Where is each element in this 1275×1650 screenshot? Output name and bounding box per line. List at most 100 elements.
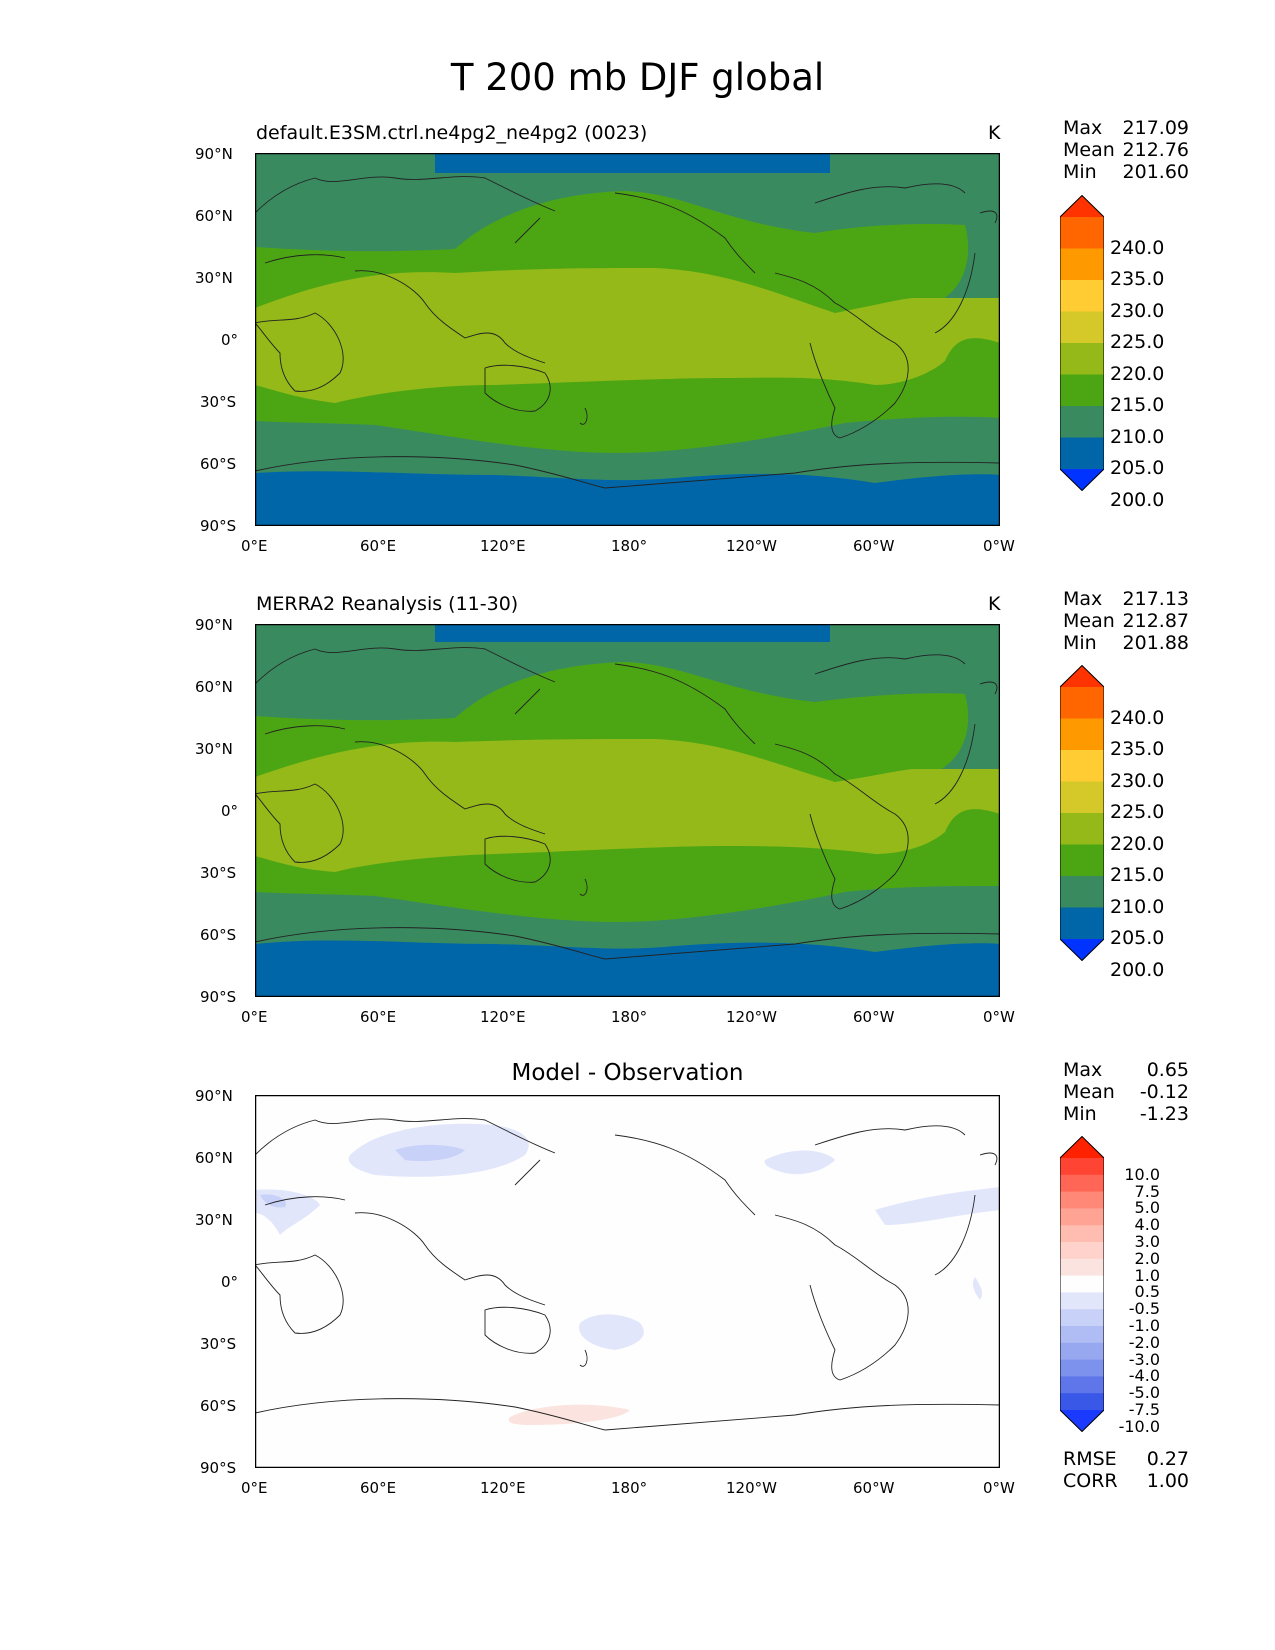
colorbar-extend-top (1060, 1136, 1104, 1158)
colorbar-test (1059, 194, 1105, 495)
colorbar-tick-label: 230.0 (1110, 769, 1165, 792)
colorbar-tick-label: 1.0 (1134, 1265, 1160, 1285)
colorbar-tick-label: 4.0 (1134, 1215, 1160, 1235)
colorbar-segment (1060, 217, 1104, 249)
panel-title-test: default.E3SM.ctrl.ne4pg2_ne4pg2 (0023) (256, 122, 648, 144)
lon-tick: 0°E (241, 1008, 268, 1026)
panel-unit-test: K (988, 122, 1001, 144)
colorbar-segment (1060, 1342, 1104, 1361)
stat-max: Max 0.65 (1063, 1059, 1189, 1081)
colorbar-segment (1060, 1275, 1104, 1293)
lat-tick: 60°N (195, 1149, 233, 1167)
lon-tick: 120°E (480, 1008, 526, 1026)
lat-tick: 0° (221, 331, 239, 349)
lat-tick: 90°S (200, 517, 237, 535)
colorbar-segment (1060, 311, 1104, 344)
lon-tick: 60°W (853, 537, 895, 555)
colorbar-tick-label: -0.5 (1128, 1299, 1160, 1319)
colorbar-segment (1060, 718, 1104, 751)
colorbar-segment (1060, 343, 1104, 375)
stat-rmse: RMSE 0.27 (1063, 1448, 1189, 1470)
map-diff (255, 1095, 1000, 1468)
lat-tick: 30°N (195, 269, 233, 287)
colorbar-tick-label: 235.0 (1110, 268, 1165, 290)
lon-tick: 0°E (241, 1479, 268, 1497)
lon-tick: 60°W (853, 1008, 895, 1026)
colorbar-segment (1060, 280, 1104, 312)
stat-corr: CORR 1.00 (1063, 1470, 1189, 1492)
colorbar-segment (1060, 1292, 1104, 1310)
colorbar-tick-label: -4.0 (1128, 1366, 1160, 1386)
lat-tick: 60°N (195, 207, 233, 225)
stat-mean: Mean 212.87 (1063, 610, 1189, 632)
colorbar-tick-label: 7.5 (1134, 1181, 1160, 1201)
colorbar-segment (1060, 876, 1104, 908)
colorbar-extend-bottom (1060, 469, 1104, 491)
colorbar-diff (1059, 1135, 1105, 1436)
colorbar-segment (1060, 1359, 1104, 1377)
colorbar-tick-label: 240.0 (1110, 236, 1165, 259)
colorbar-tick-label: -1.0 (1128, 1316, 1160, 1335)
lon-tick: 120°W (726, 1008, 777, 1026)
lat-tick: 0° (221, 802, 239, 820)
colorbar-segment (1060, 813, 1104, 845)
colorbar-segment (1060, 248, 1104, 281)
lat-tick: 30°N (195, 740, 233, 758)
map-test (255, 153, 1000, 526)
colorbar-tick-label: 200.0 (1110, 488, 1165, 511)
lat-tick: 0° (221, 1273, 239, 1291)
lat-tick: 60°S (200, 926, 237, 944)
colorbar-segment (1060, 907, 1104, 940)
colorbar-tick-label: -5.0 (1128, 1383, 1160, 1403)
map-ref (255, 624, 1000, 997)
colorbar-segment (1060, 781, 1104, 814)
colorbar-tick-label: 210.0 (1110, 895, 1165, 918)
colorbar-tick-label: 205.0 (1110, 457, 1165, 479)
colorbar-extend-top (1060, 665, 1104, 687)
lon-tick: 180° (611, 1008, 648, 1026)
colorbar-segment (1060, 1309, 1104, 1327)
colorbar-segment (1060, 1393, 1104, 1411)
stat-min: Min -1.23 (1063, 1103, 1189, 1125)
colorbar-extend-bottom (1060, 1410, 1104, 1432)
colorbar-tick-label: 220.0 (1110, 362, 1165, 385)
stat-mean: Mean 212.76 (1063, 139, 1189, 161)
lat-tick: 90°S (200, 1459, 237, 1477)
lon-tick: 60°E (360, 1008, 397, 1026)
colorbar-tick-label: -3.0 (1128, 1349, 1160, 1369)
lon-tick: 60°E (360, 537, 397, 555)
lon-tick: 180° (611, 537, 648, 555)
colorbar-tick-label: -10.0 (1118, 1416, 1160, 1436)
stat-min: Min 201.88 (1063, 632, 1189, 654)
colorbar-segment (1060, 437, 1104, 470)
panel-title-ref: MERRA2 Reanalysis (11-30) (256, 593, 519, 615)
colorbar-extend-bottom (1060, 939, 1104, 961)
colorbar-segment (1060, 1174, 1104, 1193)
colorbar-segment (1060, 750, 1104, 782)
colorbar-segment (1060, 374, 1104, 407)
lon-tick: 120°W (726, 537, 777, 555)
colorbar-segment (1060, 687, 1104, 719)
colorbar-tick-label: 2.0 (1134, 1248, 1160, 1268)
colorbar-tick-label: 0.5 (1134, 1282, 1160, 1302)
lon-tick: 180° (611, 1479, 648, 1497)
colorbar-tick-label: -2.0 (1128, 1332, 1160, 1352)
colorbar-tick-label: -7.5 (1128, 1400, 1160, 1419)
lon-tick: 120°E (480, 1479, 526, 1497)
lon-tick: 120°E (480, 537, 526, 555)
colorbar-tick-label: 5.0 (1134, 1198, 1160, 1218)
lon-tick: 0°W (983, 1479, 1015, 1497)
stat-max: Max 217.09 (1063, 117, 1189, 139)
lon-tick: 120°W (726, 1479, 777, 1497)
stat-max: Max 217.13 (1063, 588, 1189, 610)
colorbar-segment (1060, 1376, 1104, 1394)
colorbar-tick-label: 200.0 (1110, 958, 1165, 981)
colorbar-tick-label: 10.0 (1124, 1164, 1160, 1184)
colorbar-segment (1060, 1225, 1104, 1243)
lat-tick: 30°S (200, 864, 237, 882)
lat-tick: 60°S (200, 1397, 237, 1415)
colorbar-tick-label: 215.0 (1110, 394, 1165, 416)
colorbar-segment (1060, 1191, 1104, 1209)
colorbar-tick-label: 215.0 (1110, 864, 1165, 886)
lon-tick: 60°E (360, 1479, 397, 1497)
